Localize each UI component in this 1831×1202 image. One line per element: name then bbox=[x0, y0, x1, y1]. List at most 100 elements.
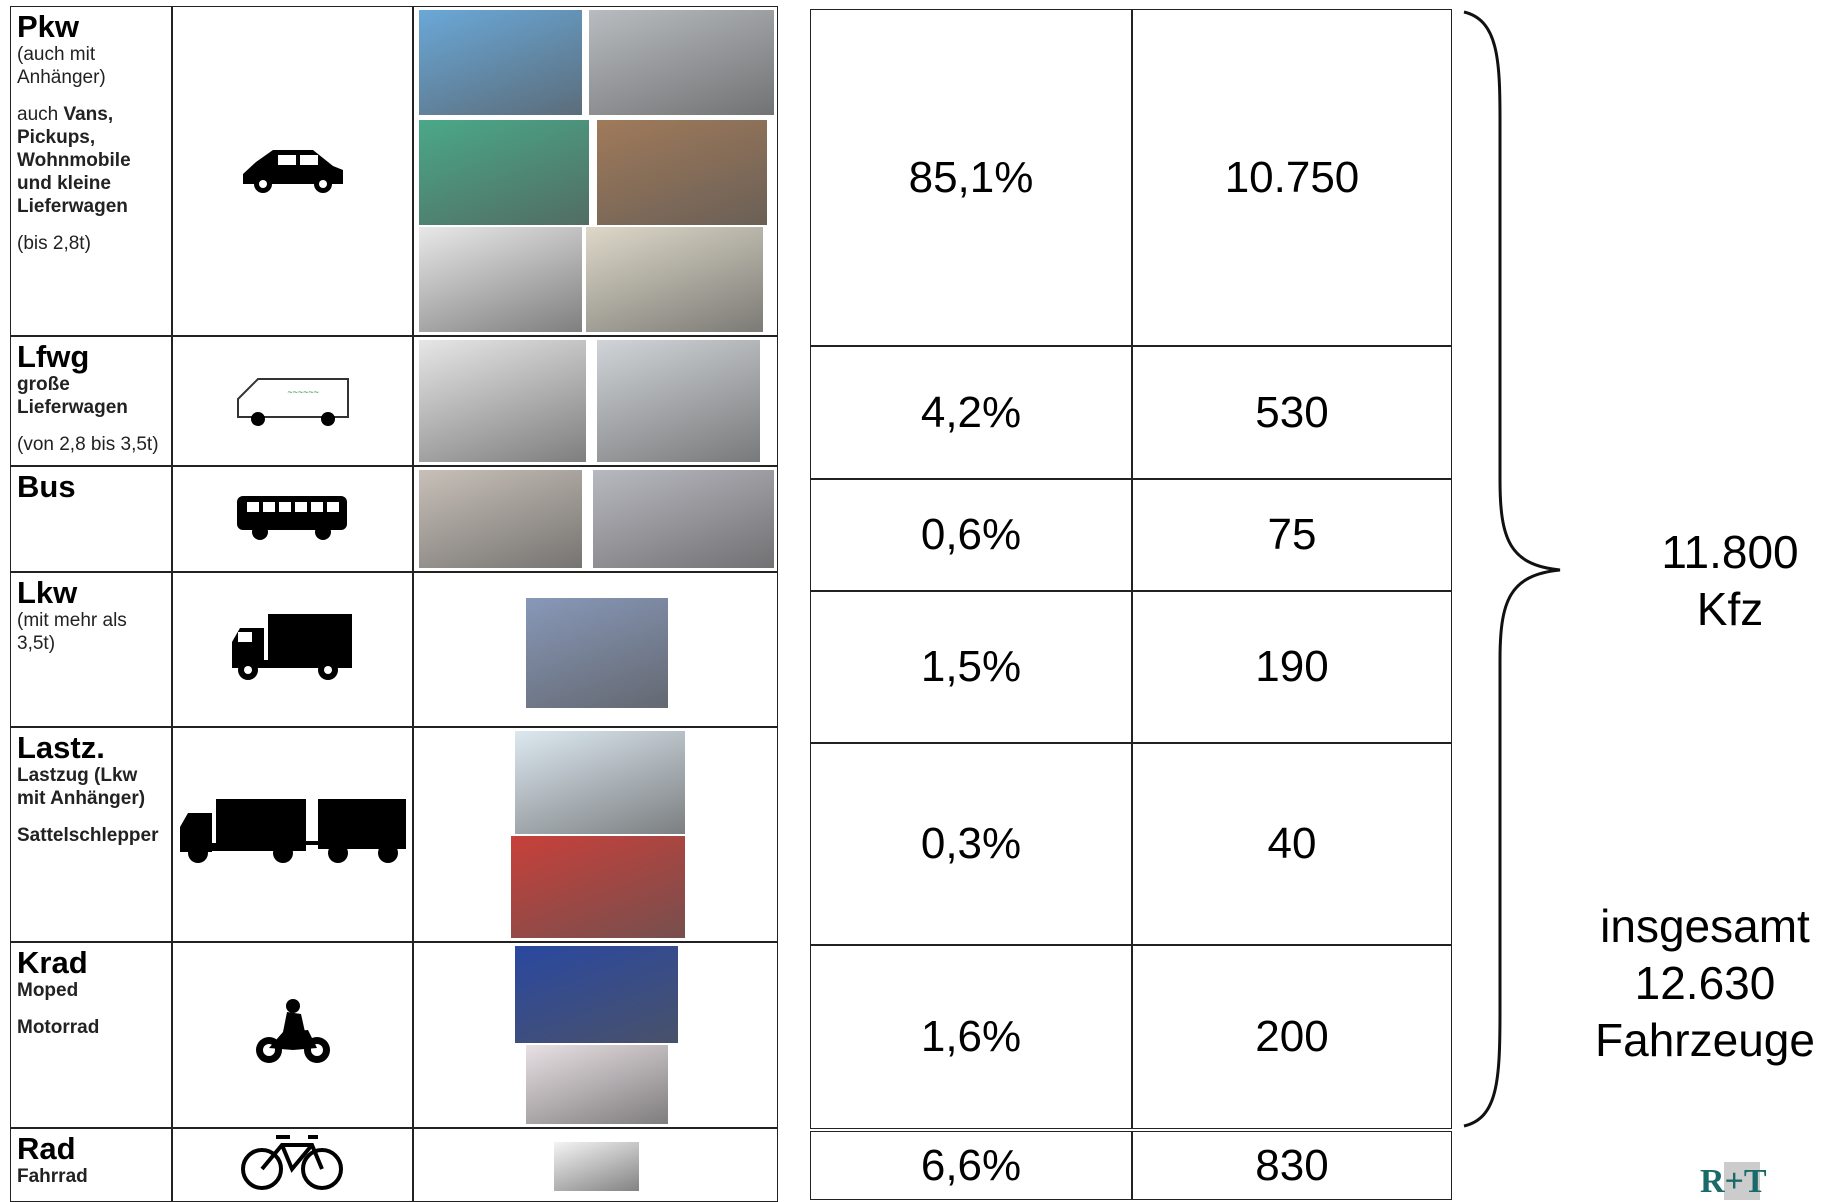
photo bbox=[525, 1045, 668, 1124]
pictogram-shape bbox=[277, 154, 296, 165]
photo-cell bbox=[413, 727, 778, 942]
pictogram-shape bbox=[250, 411, 265, 426]
photo bbox=[419, 470, 583, 568]
pictogram-shape: ~~~~~~ bbox=[236, 377, 349, 426]
logo: R+T bbox=[1700, 1162, 1767, 1200]
desc-text: Fahrrad bbox=[17, 1166, 88, 1187]
photo bbox=[525, 598, 668, 709]
photo-cell bbox=[413, 336, 778, 466]
pictogram: ~~~~~~ bbox=[233, 369, 353, 434]
desc-paragraph: auch Vans, Pickups, Wohnmobile und klein… bbox=[17, 103, 165, 218]
desc-text: Vans, Pickups, Wohnmobile und kleine Lie… bbox=[17, 104, 131, 217]
pictogram-shape bbox=[279, 501, 291, 512]
pictogram-shape bbox=[240, 1134, 343, 1190]
category-name: Rad bbox=[17, 1131, 76, 1166]
desc-paragraph: Fahrrad bbox=[17, 1165, 165, 1188]
desc-paragraph: (von 2,8 bis 3,5t) bbox=[17, 433, 165, 456]
photo bbox=[419, 120, 590, 226]
desc-text: große Lieferwagen bbox=[17, 374, 128, 418]
photo bbox=[596, 120, 767, 226]
pictogram bbox=[235, 492, 350, 547]
pictogram-shape bbox=[282, 1011, 305, 1032]
photo bbox=[592, 470, 774, 568]
pictogram-shape bbox=[311, 501, 323, 512]
pictogram bbox=[253, 998, 333, 1073]
pictogram-shape bbox=[187, 843, 208, 863]
pictogram-shape bbox=[285, 998, 300, 1013]
category-cell: Rad Fahrrad bbox=[10, 1128, 172, 1202]
category-name: Lkw bbox=[17, 575, 78, 610]
count-cell: 830 bbox=[1132, 1131, 1452, 1200]
pictogram-shape bbox=[232, 614, 352, 680]
pictogram-shape bbox=[247, 501, 259, 512]
photo bbox=[511, 835, 686, 938]
pictogram-shape bbox=[237, 495, 347, 530]
pictogram-shape bbox=[268, 614, 352, 660]
count-cell: 190 bbox=[1132, 591, 1452, 743]
category-desc: Lastzug (Lkw mit Anhänger) Sattelschleppe… bbox=[17, 764, 165, 847]
pictogram-shape bbox=[315, 523, 331, 540]
desc-text: Sattelschlepper bbox=[17, 825, 159, 846]
pictogram-shape bbox=[295, 501, 307, 512]
photo-cell bbox=[413, 942, 778, 1128]
pictogram-shape bbox=[240, 1147, 283, 1190]
share-cell: 0,6% bbox=[810, 479, 1132, 591]
pictogram-shape bbox=[324, 666, 332, 674]
brace-path bbox=[1463, 10, 1561, 1128]
grand-total-value: 12.630 bbox=[1634, 957, 1776, 1009]
pictogram-shape bbox=[179, 813, 212, 852]
icon-cell bbox=[172, 466, 413, 572]
category-desc: (auch mit Anhänger) auch Vans, Pickups, W… bbox=[17, 43, 165, 255]
desc-text: (mit mehr als 3,5t) bbox=[17, 610, 127, 654]
photo-cell bbox=[413, 572, 778, 727]
desc-text: Motorrad bbox=[17, 1017, 100, 1038]
brace bbox=[1463, 10, 1561, 1128]
category-desc: große Lieferwagen (von 2,8 bis 3,5t) bbox=[17, 373, 165, 456]
pictogram-shape bbox=[237, 495, 347, 540]
photo bbox=[419, 10, 583, 115]
pictogram-shape bbox=[263, 501, 275, 512]
pictogram bbox=[230, 612, 355, 687]
pictogram-shape bbox=[215, 799, 306, 845]
desc-text: (von 2,8 bis 3,5t) bbox=[17, 434, 159, 455]
pictogram-shape bbox=[232, 660, 352, 668]
icon-cell bbox=[172, 6, 413, 336]
pictogram-shape bbox=[236, 377, 349, 418]
desc-text: (auch mit Anhänger) bbox=[17, 44, 106, 88]
desc-paragraph: (mit mehr als 3,5t) bbox=[17, 609, 165, 655]
pictogram bbox=[238, 144, 348, 199]
motor-total: 11.800 Kfz bbox=[1620, 524, 1831, 638]
pictogram-shape bbox=[327, 501, 339, 512]
share-cell: 1,6% bbox=[810, 945, 1132, 1129]
pictogram-shape bbox=[318, 179, 327, 188]
category-cell: Krad Moped Motorrad bbox=[10, 942, 172, 1128]
photo bbox=[419, 340, 586, 462]
desc-paragraph: Sattelschlepper bbox=[17, 824, 165, 847]
category-cell: Lastz. Lastzug (Lkw mit Anhänger) Sattelsc… bbox=[10, 727, 172, 942]
photo-cell bbox=[413, 6, 778, 336]
count-cell: 40 bbox=[1132, 743, 1452, 945]
photo bbox=[553, 1142, 640, 1192]
category-cell: Lkw (mit mehr als 3,5t) bbox=[10, 572, 172, 727]
pictogram-shape bbox=[179, 843, 306, 851]
pictogram-shape bbox=[247, 501, 339, 512]
category-name: Pkw bbox=[17, 9, 80, 44]
pictogram-shape bbox=[305, 841, 320, 845]
grand-total-unit: Fahrzeuge bbox=[1595, 1014, 1815, 1066]
motor-total-value: 11.800 bbox=[1661, 526, 1799, 578]
pictogram-shape bbox=[244, 666, 252, 674]
pictogram-shape bbox=[252, 523, 268, 540]
category-cell: Lfwg große Lieferwagen (von 2,8 bis 3,5t) bbox=[10, 336, 172, 466]
category-name: Bus bbox=[17, 469, 76, 504]
desc-text: Moped bbox=[17, 980, 79, 1001]
category-cell: Pkw (auch mit Anhänger) auch Vans, Pickups… bbox=[10, 6, 172, 336]
desc-text: (bis 2,8t) bbox=[17, 233, 91, 254]
count-cell: 530 bbox=[1132, 346, 1452, 479]
pictogram-shape bbox=[259, 1134, 324, 1173]
icon-cell bbox=[172, 727, 413, 942]
pictogram-shape bbox=[258, 179, 267, 188]
desc-paragraph: große Lieferwagen bbox=[17, 373, 165, 419]
pictogram bbox=[178, 797, 408, 872]
desc-paragraph: (bis 2,8t) bbox=[17, 232, 165, 255]
photo-cell bbox=[413, 466, 778, 572]
